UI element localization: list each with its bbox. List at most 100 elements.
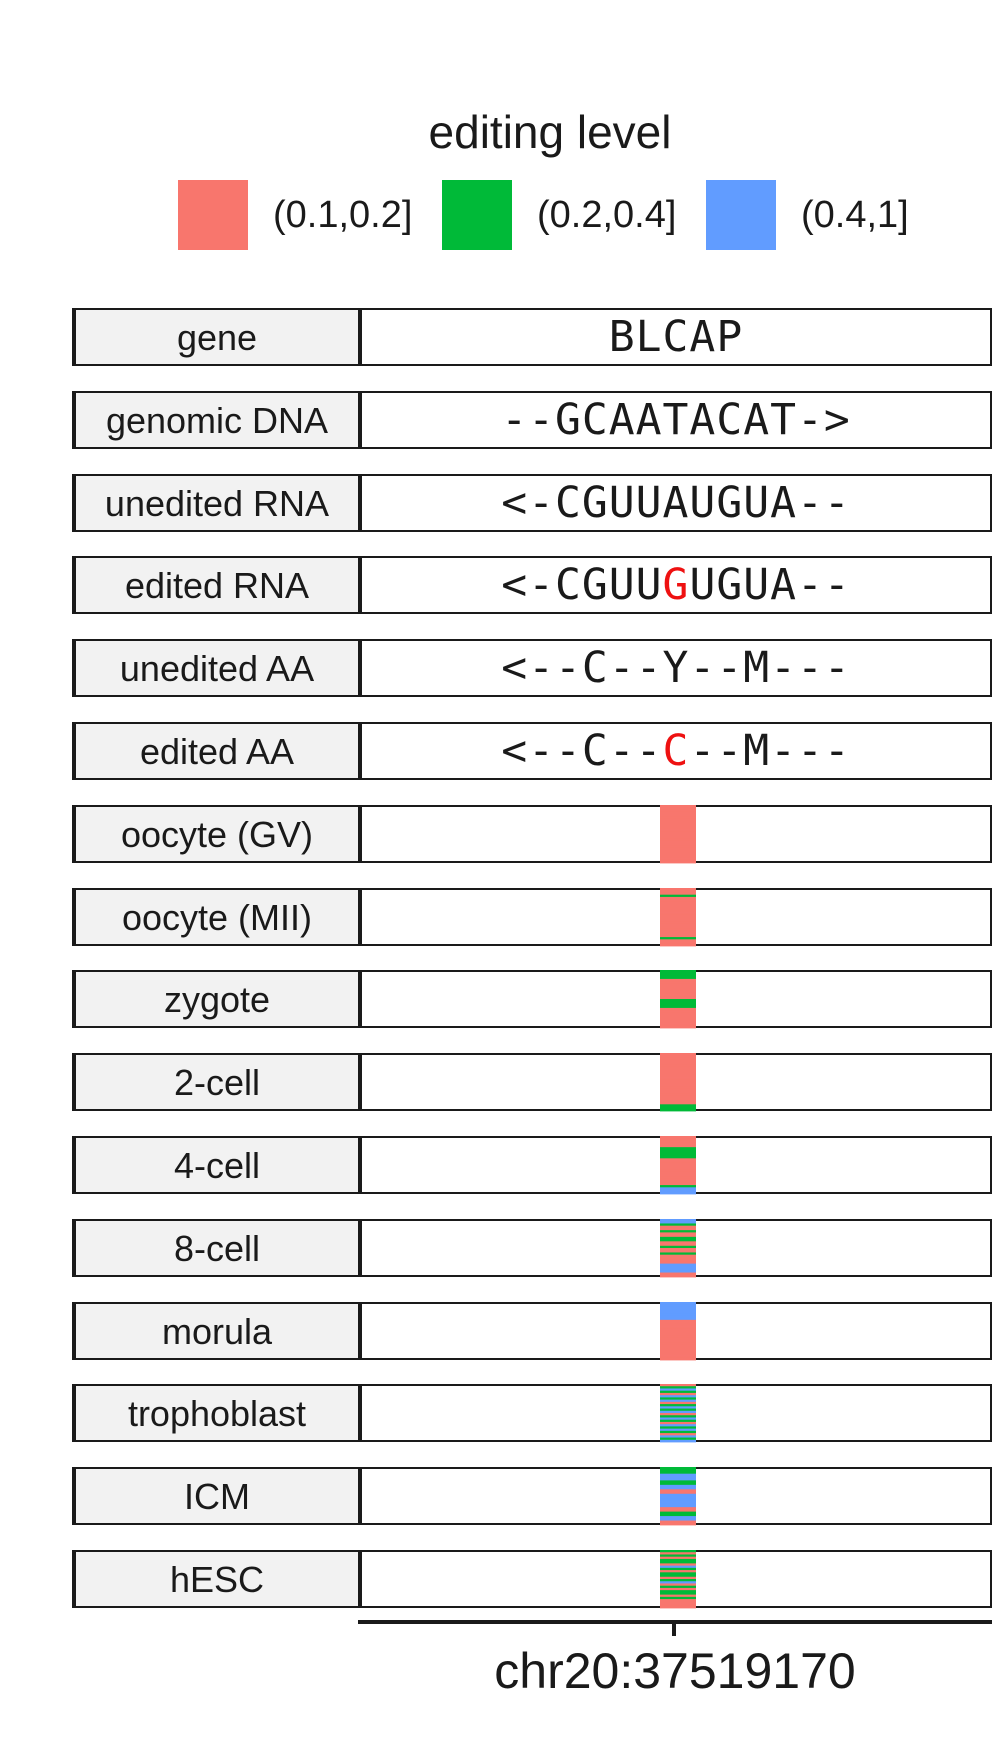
editing-level-band bbox=[660, 1355, 696, 1359]
editing-level-band bbox=[660, 1059, 696, 1063]
editing-level-band bbox=[660, 1348, 696, 1352]
editing-level-band bbox=[660, 1151, 696, 1155]
editing-level-band bbox=[660, 842, 696, 846]
editing-level-band bbox=[660, 860, 696, 864]
editing-level-band bbox=[660, 1234, 696, 1238]
editing-level-band bbox=[660, 1075, 696, 1078]
sample-row-panel bbox=[358, 1302, 992, 1361]
editing-level-band bbox=[660, 1227, 696, 1231]
sample-row-label: oocyte (GV) bbox=[72, 805, 358, 863]
editing-level-band bbox=[660, 1395, 696, 1398]
editing-level-band bbox=[660, 1173, 696, 1177]
editing-level-band bbox=[660, 1583, 696, 1587]
sample-row: zygote bbox=[72, 970, 992, 1029]
editing-level-band bbox=[660, 1095, 696, 1099]
sample-row-panel bbox=[358, 1053, 992, 1112]
editing-level-band bbox=[660, 1322, 696, 1325]
editing-level-band bbox=[660, 1053, 696, 1056]
editing-level-band bbox=[660, 1550, 696, 1553]
editing-level-band bbox=[660, 1270, 696, 1273]
track-row-panel: --GCAATACAT-> bbox=[358, 391, 992, 449]
editing-level-band bbox=[660, 925, 696, 929]
editing-level-band bbox=[660, 1221, 696, 1224]
editing-level-band bbox=[660, 917, 696, 920]
editing-level-band bbox=[660, 1419, 696, 1423]
editing-level-band bbox=[660, 840, 696, 844]
editing-level-band bbox=[660, 1156, 696, 1159]
sample-row-panel bbox=[358, 805, 992, 864]
editing-level-band bbox=[660, 976, 696, 980]
sample-row: oocyte (MII) bbox=[72, 888, 992, 947]
editing-level-band bbox=[660, 1504, 696, 1508]
editing-level-band bbox=[660, 1315, 696, 1319]
editing-level-band bbox=[660, 1187, 696, 1190]
editing-level-band bbox=[660, 1230, 696, 1233]
editing-level-band bbox=[660, 1439, 696, 1443]
editing-level-band bbox=[660, 1099, 696, 1103]
editing-level-band bbox=[660, 1079, 696, 1083]
editing-level-band bbox=[660, 943, 696, 947]
editing-level-band bbox=[660, 1399, 696, 1403]
editing-level-band bbox=[660, 890, 696, 893]
editing-level-band bbox=[660, 1191, 696, 1195]
track-row-label: edited RNA bbox=[72, 556, 358, 614]
editing-level-band bbox=[660, 1274, 696, 1278]
editing-level-band bbox=[660, 831, 696, 835]
sequence-segment: UGUA-- bbox=[689, 560, 851, 610]
editing-level-band bbox=[660, 1496, 696, 1499]
editing-level-band bbox=[660, 1471, 696, 1475]
track-row: edited RNA <-CGUUGUGUA-- bbox=[72, 556, 992, 614]
editing-level-band bbox=[660, 910, 696, 913]
editing-level-band bbox=[660, 1328, 696, 1332]
editing-level-band bbox=[660, 1272, 696, 1276]
editing-level-band bbox=[660, 811, 696, 815]
editing-level-band bbox=[660, 992, 696, 995]
editing-level-band bbox=[660, 978, 696, 982]
editing-level-band bbox=[660, 1473, 696, 1477]
editing-level-band bbox=[660, 1561, 696, 1564]
editing-level-band bbox=[660, 1518, 696, 1521]
editing-level-band bbox=[660, 1223, 696, 1227]
editing-level-band bbox=[660, 1342, 696, 1345]
editing-level-band bbox=[660, 939, 696, 942]
editing-level-band bbox=[660, 1084, 696, 1087]
editing-level-band bbox=[660, 1563, 696, 1567]
sample-row-label: zygote bbox=[72, 970, 358, 1028]
editing-level-bar bbox=[660, 1219, 696, 1278]
editing-level-band bbox=[660, 1493, 696, 1497]
track-row-panel: <-CGUUGUGUA-- bbox=[358, 556, 992, 614]
editing-level-band bbox=[660, 813, 696, 817]
editing-level-band bbox=[660, 1106, 696, 1110]
sample-row-panel bbox=[358, 1467, 992, 1526]
sample-row-panel bbox=[358, 1384, 992, 1443]
editing-level-band bbox=[660, 1386, 696, 1389]
editing-level-band bbox=[660, 1263, 696, 1267]
editing-level-bar bbox=[660, 805, 696, 864]
editing-level-band bbox=[660, 1306, 696, 1310]
editing-level-band bbox=[660, 1478, 696, 1481]
editing-level-band bbox=[660, 1073, 696, 1076]
editing-level-band bbox=[660, 1138, 696, 1141]
editing-level-band bbox=[660, 1572, 696, 1575]
editing-level-band bbox=[660, 983, 696, 987]
editing-level-band bbox=[660, 1324, 696, 1327]
sample-row: 8-cell bbox=[72, 1219, 992, 1278]
editing-level-band bbox=[660, 1259, 696, 1262]
editing-level-band bbox=[660, 1404, 696, 1407]
editing-level-band bbox=[660, 1142, 696, 1146]
editing-level-band bbox=[660, 1388, 696, 1392]
editing-level-band bbox=[660, 1313, 696, 1316]
editing-level-band bbox=[660, 1064, 696, 1067]
track-row: edited AA <--C--C--M--- bbox=[72, 722, 992, 780]
edited-base-highlight: G bbox=[662, 560, 690, 610]
editing-level-band bbox=[660, 1502, 696, 1506]
legend-label-high: (0.4,1] bbox=[801, 194, 909, 236]
sample-row-label: 8-cell bbox=[72, 1219, 358, 1277]
sample-row: 4-cell bbox=[72, 1136, 992, 1195]
sequence-text: <-CGUUAUGUA-- bbox=[362, 476, 990, 530]
editing-level-band bbox=[660, 1491, 696, 1495]
editing-level-band bbox=[660, 1599, 696, 1602]
editing-level-band bbox=[660, 1185, 696, 1188]
editing-level-bar bbox=[660, 1302, 696, 1361]
editing-level-band bbox=[660, 1344, 696, 1348]
